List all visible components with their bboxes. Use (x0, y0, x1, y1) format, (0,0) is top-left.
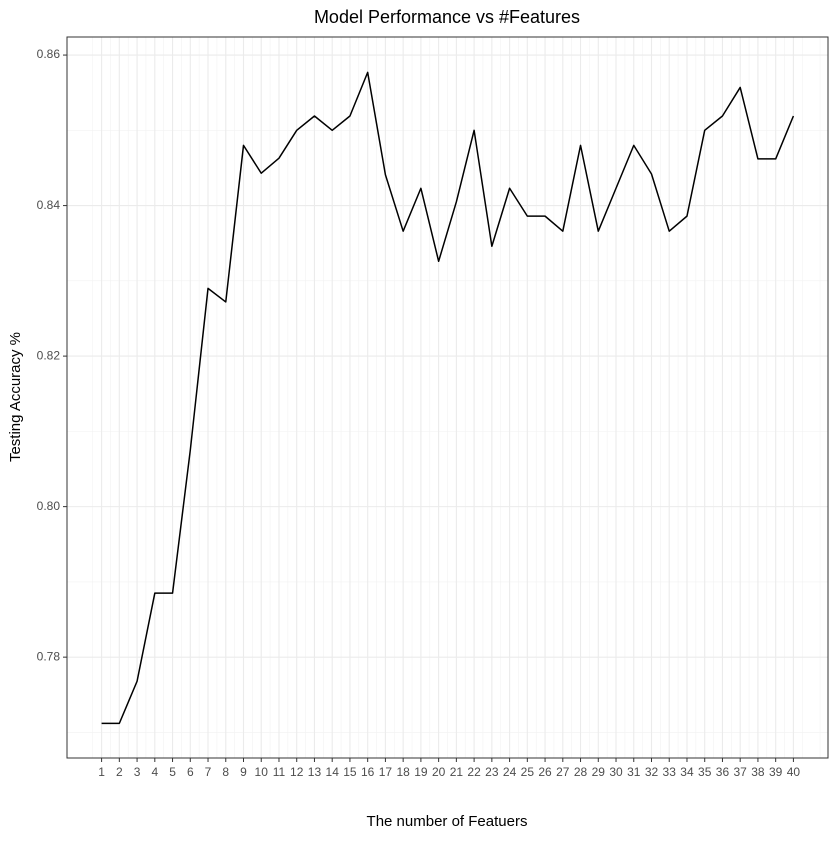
y-tick-label: 0.86 (37, 47, 61, 61)
x-tick-label: 10 (255, 765, 269, 779)
x-tick-label: 25 (521, 765, 535, 779)
x-tick-label: 29 (592, 765, 606, 779)
y-tick-label: 0.78 (37, 649, 61, 663)
x-tick-label: 9 (240, 765, 247, 779)
chart-title: Model Performance vs #Features (314, 7, 580, 27)
x-tick-label: 32 (645, 765, 659, 779)
x-tick-label: 19 (414, 765, 428, 779)
x-tick-label: 2 (116, 765, 123, 779)
x-axis-title: The number of Featuers (367, 813, 528, 830)
x-tick-label: 18 (396, 765, 410, 779)
x-tick-label: 36 (716, 765, 730, 779)
x-tick-label: 7 (205, 765, 212, 779)
x-tick-label: 15 (343, 765, 357, 779)
x-tick-label: 26 (538, 765, 552, 779)
y-tick-label: 0.84 (37, 198, 61, 212)
x-tick-label: 38 (751, 765, 765, 779)
x-tick-label: 20 (432, 765, 446, 779)
x-tick-label: 27 (556, 765, 570, 779)
x-tick-label: 24 (503, 765, 517, 779)
x-tick-label: 8 (222, 765, 229, 779)
x-tick-label: 35 (698, 765, 712, 779)
x-tick-label: 12 (290, 765, 304, 779)
x-tick-label: 22 (467, 765, 481, 779)
x-tick-label: 31 (627, 765, 641, 779)
x-tick-label: 11 (273, 765, 286, 779)
x-tick-label: 6 (187, 765, 194, 779)
x-tick-label: 40 (787, 765, 801, 779)
x-tick-label: 34 (680, 765, 694, 779)
x-tick-label: 23 (485, 765, 499, 779)
x-tick-label: 14 (326, 765, 340, 779)
x-tick-label: 13 (308, 765, 322, 779)
x-tick-label: 3 (134, 765, 141, 779)
panel-border (66, 36, 829, 759)
x-tick-label: 37 (734, 765, 748, 779)
x-tick-label: 17 (379, 765, 393, 779)
x-tick-label: 4 (151, 765, 158, 779)
x-tick-label: 39 (769, 765, 783, 779)
x-tick-label: 16 (361, 765, 375, 779)
x-tick-label: 5 (169, 765, 176, 779)
y-tick-label: 0.80 (37, 499, 61, 513)
y-axis-title: Testing Accuracy % (7, 332, 24, 462)
y-tick-label: 0.82 (37, 348, 61, 362)
x-tick-label: 28 (574, 765, 588, 779)
x-tick-label: 21 (450, 765, 464, 779)
line (101, 71, 795, 725)
x-tick-label: 30 (609, 765, 623, 779)
x-tick-label: 33 (663, 765, 677, 779)
x-tick-label: 1 (98, 765, 105, 779)
